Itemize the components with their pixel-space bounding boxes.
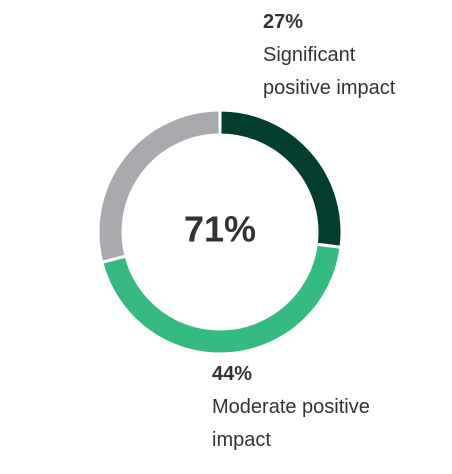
value-label: 44% bbox=[212, 363, 253, 385]
segment-label: 27% Significant positive impact bbox=[263, 6, 428, 105]
category-label: Significant positive impact bbox=[263, 44, 396, 99]
donut-segment bbox=[218, 108, 344, 249]
category-label: Moderate positive impact bbox=[212, 396, 370, 451]
center-label: 71% bbox=[184, 209, 256, 250]
donut-segment bbox=[100, 242, 343, 356]
value-label: 27% bbox=[263, 11, 304, 33]
segment-label: 44% Moderate positive impact bbox=[212, 358, 377, 457]
